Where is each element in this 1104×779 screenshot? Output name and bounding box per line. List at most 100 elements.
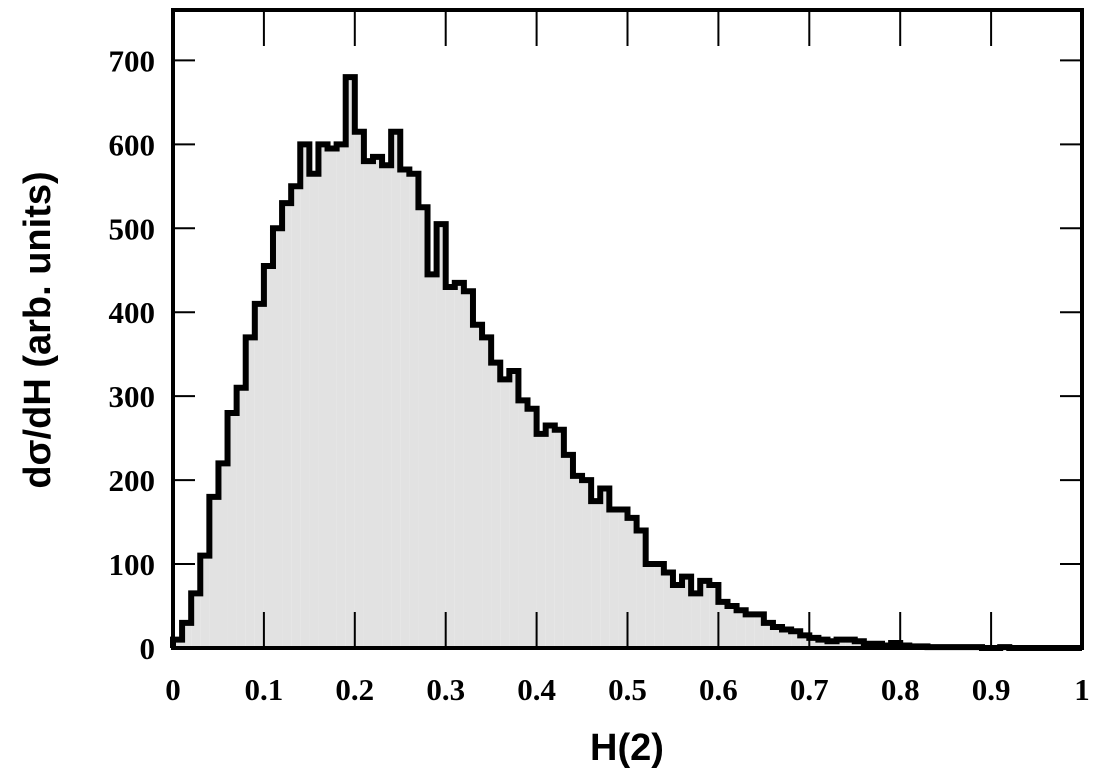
- bar: [682, 576, 692, 648]
- bar: [491, 362, 501, 648]
- bar: [209, 496, 219, 648]
- bar: [382, 165, 392, 649]
- x-tick-label: 0.9: [972, 672, 1011, 707]
- bar: [418, 207, 428, 649]
- x-tick-label: 0.3: [426, 672, 465, 707]
- bar: [672, 585, 683, 648]
- bar: [618, 509, 628, 648]
- bar: [582, 480, 592, 648]
- bar: [736, 610, 746, 648]
- bar: [718, 601, 728, 648]
- bar: [845, 639, 855, 648]
- bar: [754, 614, 764, 648]
- bar: [645, 564, 655, 648]
- bar: [791, 631, 801, 648]
- bar: [272, 228, 283, 648]
- bar: [500, 379, 510, 648]
- bar: [809, 637, 819, 648]
- y-tick-label: 500: [109, 211, 156, 246]
- histogram-outline: [170, 74, 1082, 651]
- bar: [182, 622, 192, 648]
- y-tick-label: 0: [140, 631, 156, 666]
- bar: [409, 173, 419, 648]
- x-tick-label: 0.4: [517, 672, 556, 707]
- bar: [700, 580, 710, 648]
- bar: [609, 509, 619, 648]
- bar: [772, 627, 783, 648]
- bar: [463, 291, 473, 648]
- bar: [218, 463, 228, 648]
- bar: [782, 629, 792, 648]
- bar: [345, 77, 355, 648]
- x-tick-label: 0.8: [881, 672, 920, 707]
- bar: [527, 408, 537, 648]
- x-tick-label: 0.6: [699, 672, 738, 707]
- bar: [818, 639, 828, 648]
- bar: [482, 337, 492, 648]
- x-tick-label: 0.1: [245, 672, 284, 707]
- bar: [654, 564, 664, 648]
- bar: [536, 433, 546, 648]
- bar: [318, 144, 328, 648]
- bar: [200, 555, 210, 648]
- y-tick-label: 100: [109, 547, 156, 582]
- y-tick-label: 600: [109, 127, 156, 162]
- bar: [663, 572, 673, 648]
- bar: [400, 169, 410, 648]
- bar: [454, 282, 464, 648]
- y-tick-label: 300: [109, 379, 156, 414]
- bar: [191, 593, 201, 648]
- plot-frame: [171, 8, 1084, 650]
- bar: [436, 224, 446, 648]
- bar: [236, 387, 246, 648]
- bar: [227, 412, 237, 648]
- bar: [627, 517, 637, 648]
- bar: [763, 622, 773, 648]
- bar: [636, 530, 646, 648]
- bar: [745, 614, 755, 648]
- bar: [173, 639, 183, 648]
- bar: [354, 131, 364, 648]
- bar: [727, 606, 737, 648]
- bar: [572, 475, 583, 648]
- bar: [691, 593, 701, 648]
- bar: [336, 144, 346, 648]
- bar: [591, 501, 601, 648]
- bar: [427, 274, 437, 648]
- y-axis-label: dσ/dH (arb. units): [17, 171, 59, 488]
- bar: [300, 144, 310, 648]
- y-tick-label: 200: [109, 463, 156, 498]
- y-tick-label: 400: [109, 295, 156, 330]
- x-axis-label: H(2): [590, 727, 664, 769]
- bar: [827, 641, 837, 648]
- bar: [709, 585, 719, 648]
- bar: [254, 303, 264, 648]
- bar: [472, 324, 483, 648]
- bar: [291, 186, 301, 648]
- bar: [372, 156, 383, 648]
- bar: [600, 488, 610, 648]
- bar: [854, 641, 864, 648]
- y-tick-label: 700: [109, 43, 156, 78]
- bar: [563, 454, 573, 648]
- bar: [309, 173, 319, 648]
- bar: [554, 429, 564, 648]
- x-tick-label: 1: [1074, 672, 1090, 707]
- bar: [545, 425, 555, 648]
- bar: [445, 287, 455, 648]
- bar: [282, 203, 292, 648]
- x-tick-label: 0: [165, 672, 181, 707]
- bar: [245, 337, 255, 648]
- bar: [518, 400, 528, 648]
- bar: [391, 131, 401, 648]
- x-tick-label: 0.2: [335, 672, 374, 707]
- bar: [363, 161, 373, 648]
- bar: [327, 148, 337, 648]
- bar: [836, 639, 846, 648]
- x-tick-label: 0.7: [790, 672, 829, 707]
- bar: [800, 635, 810, 648]
- x-tick-label: 0.5: [608, 672, 647, 707]
- bar: [263, 266, 273, 648]
- bar: [509, 370, 519, 648]
